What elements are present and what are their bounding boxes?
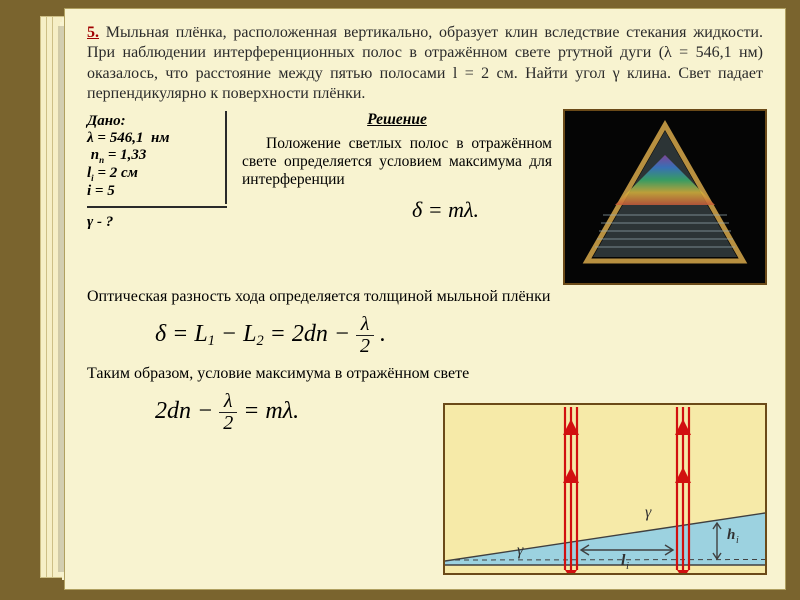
soap-film-photo <box>563 109 767 285</box>
lower-text-3: Таким образом, условие максимума в отраж… <box>87 365 487 383</box>
svg-text:γ: γ <box>517 542 524 559</box>
wedge-diagram: γ γ l i h i <box>443 403 767 575</box>
given-question: γ - ? <box>87 206 227 231</box>
problem-number: 5. <box>87 24 99 41</box>
given-title: Дано: <box>87 113 215 130</box>
solution-block: Решение Положение светлых полос в отражё… <box>242 111 552 231</box>
solution-title: Решение <box>242 111 552 129</box>
given-line: λ = 546,1 нм <box>87 130 215 147</box>
lower-text-1: Оптическая разность хода определяется то… <box>87 288 763 306</box>
solution-p1: Положение светлых полос в отражённом све… <box>242 135 552 189</box>
svg-text:γ: γ <box>645 504 652 521</box>
equation-1: δ = mλ. <box>412 197 552 223</box>
svg-text:i: i <box>626 560 629 572</box>
given-line: nn = 1,33 <box>87 147 215 165</box>
problem-text: Мыльная плёнка, расположенная вертикальн… <box>87 24 763 102</box>
svg-text:h: h <box>727 527 735 543</box>
equation-2: δ = L1 − L2 = 2dn − λ2 . <box>155 314 785 357</box>
given-block: Дано: λ = 546,1 нм nn = 1,33 li = 2 см i… <box>87 111 227 231</box>
problem-statement: 5. Мыльная плёнка, расположенная вертика… <box>65 9 785 105</box>
svg-text:i: i <box>736 535 739 546</box>
given-line: i = 5 <box>87 183 215 200</box>
given-line: li = 2 см <box>87 165 215 183</box>
